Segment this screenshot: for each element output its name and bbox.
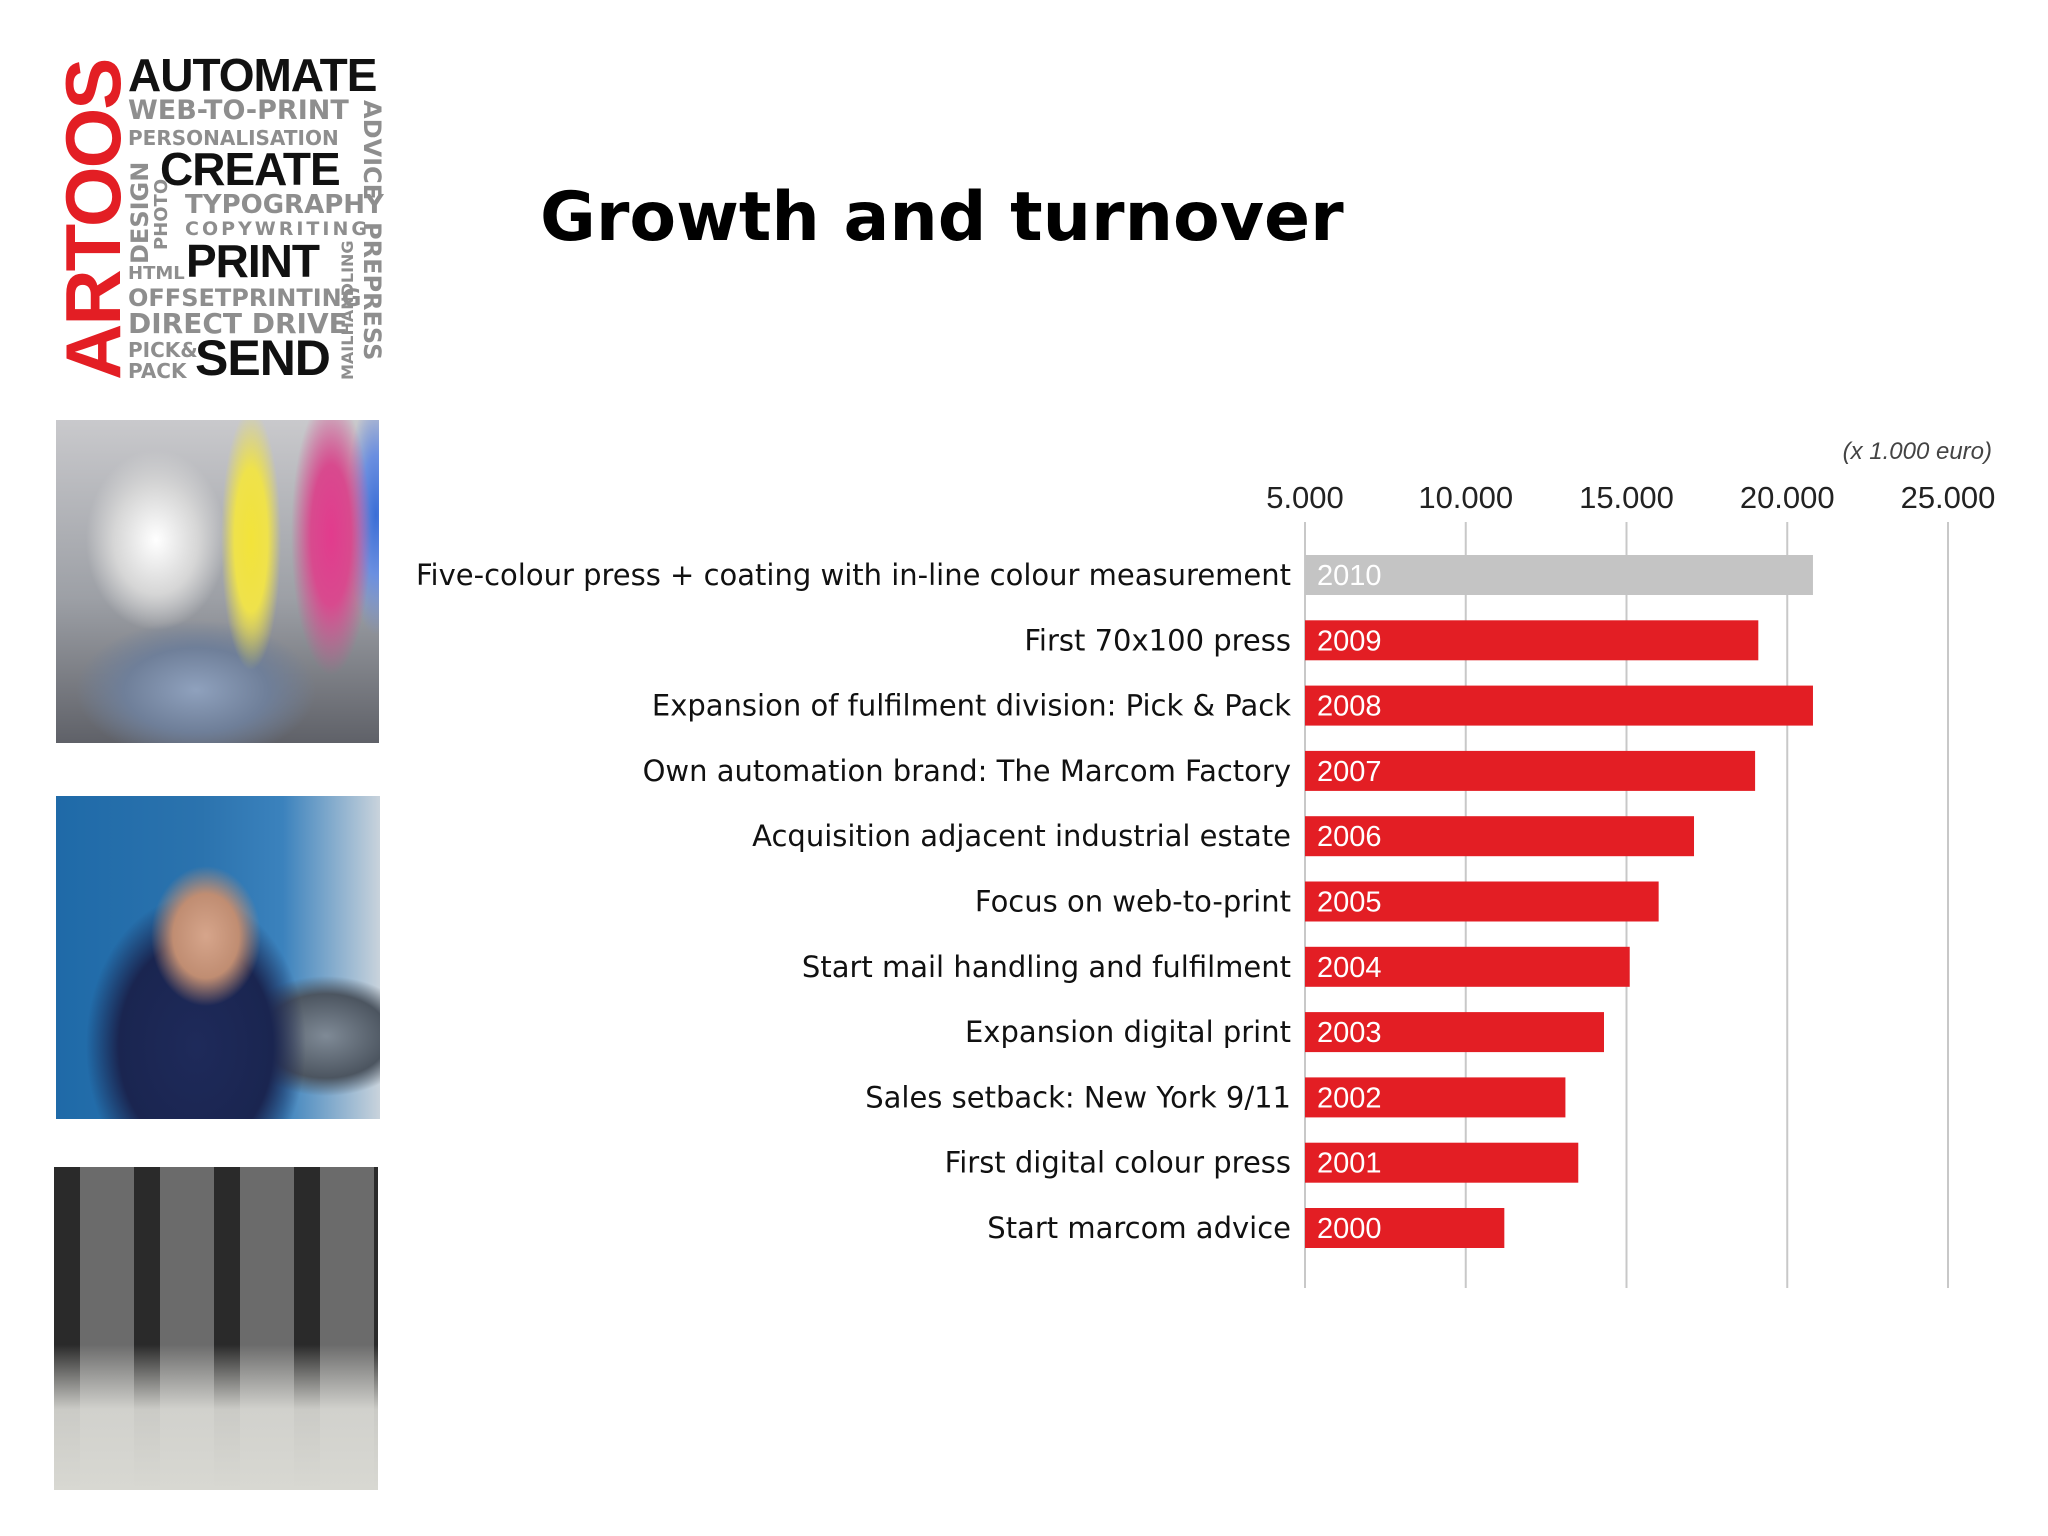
chart-unit-note: (x 1.000 euro) [1842,438,1992,465]
logo-word-send: SEND [195,330,331,386]
bar-year-label: 2005 [1317,887,1382,919]
bar-year-label: 2010 [1317,560,1382,592]
logo-word-offsetprinting: OFFSETPRINTING [128,284,362,312]
bar [1305,1077,1566,1118]
category-label: First 70x100 press [1024,623,1291,657]
printing-ink-photo [56,420,379,743]
bar [1305,946,1630,987]
bar [1305,1012,1604,1053]
bar [1305,555,1813,595]
x-tick-label: 15.000 [1579,480,1674,515]
category-label: Sales setback: New York 9/11 [865,1080,1291,1114]
category-label: Expansion digital print [965,1015,1291,1049]
logo-word-direct-drive: DIRECT DRIVE [128,307,348,340]
logo-word-typography: TYPOGRAPHY [185,190,384,220]
bar [1305,750,1756,791]
bar [1305,816,1695,857]
category-label: Focus on web-to-print [975,885,1291,919]
logo-word-create: CREATE [160,143,341,195]
bar-year-label: 2002 [1317,1082,1382,1114]
bar-year-label: 2001 [1317,1148,1382,1180]
bar-year-label: 2000 [1317,1213,1382,1245]
category-label: Expansion of fulfilment division: Pick &… [652,689,1291,723]
logo-word-print: PRINT [186,235,320,287]
category-label: Start marcom advice [987,1211,1291,1245]
category-label: Acquisition adjacent industrial estate [752,819,1291,853]
category-label: First digital colour press [945,1146,1291,1180]
logo-word-html: HTML [128,263,185,284]
bar [1305,881,1659,922]
logo-word-automate: AUTOMATE [128,49,377,101]
x-tick-label: 10.000 [1418,480,1513,515]
press-operator-photo [56,796,380,1119]
logo-word-web-to-print: WEB-TO-PRINT [128,95,349,126]
bar [1305,620,1759,661]
bar [1305,685,1813,726]
bar-year-label: 2006 [1317,821,1382,853]
bar [1305,1208,1505,1248]
bar [1305,1142,1579,1183]
logo-word-personalisation: PERSONALISATION [128,126,339,150]
category-label: Start mail handling and fulfilment [802,950,1291,984]
category-label: Own automation brand: The Marcom Factory [643,754,1291,788]
press-machinery-photo [54,1167,378,1490]
bar-year-label: 2004 [1317,952,1382,984]
category-label: Five-colour press + coating with in-line… [416,558,1291,592]
bar-year-label: 2008 [1317,691,1382,723]
logo-word-pack: PACK [128,359,187,383]
artoos-logo: ARTOOS AUTOMATE WEB-TO-PRINT PERSONALISA… [49,49,386,390]
bar-year-label: 2003 [1317,1017,1382,1049]
x-tick-label: 5.000 [1266,480,1344,515]
slide-title: Growth and turnover [540,178,1344,257]
logo-word-pick: PICK& [128,338,198,362]
x-tick-label: 20.000 [1740,480,1835,515]
bar-year-label: 2009 [1317,625,1382,657]
bar-year-label: 2007 [1317,756,1382,788]
x-tick-label: 25.000 [1901,480,1996,515]
logo-word-copywriting: COPYWRITING [185,218,370,240]
